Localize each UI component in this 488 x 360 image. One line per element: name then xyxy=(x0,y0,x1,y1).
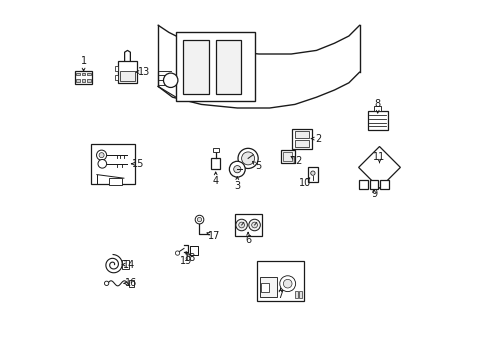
Bar xyxy=(280,150,294,163)
Bar xyxy=(215,40,241,94)
Circle shape xyxy=(163,73,178,87)
Text: 9: 9 xyxy=(370,189,376,199)
Text: 18: 18 xyxy=(184,253,196,263)
Bar xyxy=(87,73,91,76)
Bar xyxy=(91,144,134,184)
Bar xyxy=(373,106,381,111)
Text: 7: 7 xyxy=(277,290,283,300)
Circle shape xyxy=(197,217,201,222)
Bar xyxy=(128,280,134,287)
Bar xyxy=(307,167,317,182)
Bar xyxy=(257,261,303,301)
Bar xyxy=(81,79,85,82)
Bar xyxy=(380,180,388,189)
Text: 10: 10 xyxy=(298,178,310,188)
Text: 17: 17 xyxy=(207,231,220,241)
Circle shape xyxy=(175,251,179,255)
Circle shape xyxy=(283,279,291,288)
Circle shape xyxy=(98,159,106,168)
Bar xyxy=(292,129,311,148)
Bar xyxy=(122,260,128,269)
Bar xyxy=(118,61,137,83)
Bar xyxy=(369,180,378,189)
Bar xyxy=(283,152,292,161)
Text: 15: 15 xyxy=(132,159,144,169)
Circle shape xyxy=(238,222,244,228)
Bar xyxy=(299,291,302,298)
Text: 13: 13 xyxy=(137,67,149,77)
Circle shape xyxy=(238,148,258,168)
Circle shape xyxy=(235,219,247,231)
Circle shape xyxy=(104,281,108,285)
Bar xyxy=(109,178,122,185)
Circle shape xyxy=(99,153,104,158)
Circle shape xyxy=(248,219,260,231)
Text: 8: 8 xyxy=(374,99,380,109)
Text: 16: 16 xyxy=(125,278,137,288)
Bar xyxy=(359,180,367,189)
Text: 12: 12 xyxy=(290,156,302,166)
Bar xyxy=(234,214,261,236)
Text: 5: 5 xyxy=(254,161,261,171)
Bar xyxy=(367,111,387,130)
Bar xyxy=(81,73,85,76)
Circle shape xyxy=(310,171,314,175)
Text: 14: 14 xyxy=(123,260,135,270)
Text: 19: 19 xyxy=(179,256,192,266)
Polygon shape xyxy=(358,147,400,188)
Bar xyxy=(114,75,118,80)
Bar xyxy=(76,73,80,76)
Text: 3: 3 xyxy=(234,181,240,191)
Text: 11: 11 xyxy=(373,152,385,162)
Circle shape xyxy=(96,150,106,160)
Bar xyxy=(76,79,80,82)
Circle shape xyxy=(279,276,295,292)
Bar xyxy=(183,40,208,94)
Bar xyxy=(176,32,255,101)
Text: 4: 4 xyxy=(212,176,218,186)
Bar xyxy=(261,283,268,292)
Bar xyxy=(294,131,309,138)
Bar xyxy=(212,148,218,152)
Bar xyxy=(114,66,118,71)
Bar xyxy=(294,140,309,147)
Circle shape xyxy=(251,222,257,228)
Bar xyxy=(75,71,92,84)
Bar xyxy=(211,158,220,169)
Text: 2: 2 xyxy=(315,134,321,144)
Bar xyxy=(294,291,298,298)
Circle shape xyxy=(195,215,203,224)
Bar xyxy=(87,79,91,82)
Text: 6: 6 xyxy=(244,235,251,245)
Bar xyxy=(120,71,134,81)
Bar xyxy=(260,277,277,297)
Circle shape xyxy=(233,166,241,173)
Circle shape xyxy=(241,152,254,165)
Circle shape xyxy=(229,161,244,177)
Text: 1: 1 xyxy=(81,56,86,66)
